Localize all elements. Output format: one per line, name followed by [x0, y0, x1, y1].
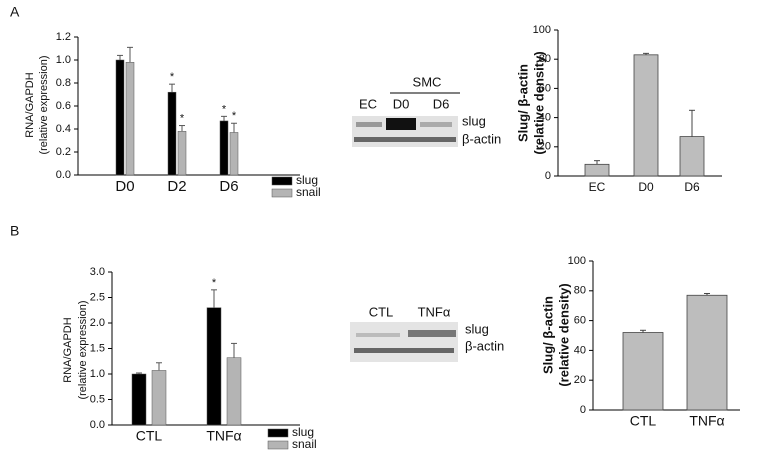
bar — [131, 373, 147, 426]
y-tick-label: 2.5 — [90, 291, 105, 303]
x-tick-label: TNFα — [689, 413, 724, 429]
western-blot — [352, 92, 460, 147]
band-label: slug — [462, 113, 486, 128]
legend-swatch — [271, 176, 293, 186]
panel-label: B — [10, 223, 19, 239]
lane-label: TNFα — [418, 304, 451, 319]
y-tick-label: 0.5 — [90, 393, 105, 405]
bar — [167, 91, 177, 176]
y-tick-label: 1.2 — [56, 31, 71, 43]
lane-label: D6 — [433, 96, 450, 111]
y-axis-label: RNA/GAPDH — [62, 317, 74, 382]
y-axis-label: RNA/GAPDH — [24, 72, 36, 137]
bar — [115, 59, 125, 176]
y-tick-label: 20 — [539, 141, 551, 153]
x-tick-label: D2 — [167, 178, 186, 195]
y-tick-label: 60 — [574, 315, 586, 327]
x-tick-label: TNFα — [206, 428, 241, 444]
y-tick-label: 0 — [580, 404, 586, 416]
y-axis-label: (relative density) — [556, 283, 571, 386]
legend-label: slug — [292, 425, 314, 439]
y-axis-label: (relative density) — [531, 51, 546, 154]
y-tick-label: 80 — [539, 53, 551, 65]
y-tick-label: 40 — [574, 344, 586, 356]
bar — [226, 357, 242, 426]
significance-mark: * — [212, 277, 217, 289]
legend-label: snail — [292, 437, 317, 451]
y-axis-label: (relative expression) — [77, 300, 89, 399]
y-tick-label: 0.6 — [56, 100, 71, 112]
x-tick-label: D6 — [684, 180, 700, 194]
y-tick-label: 1.5 — [90, 342, 105, 354]
legend-label: slug — [296, 173, 318, 187]
y-tick-label: 40 — [539, 112, 551, 124]
y-tick-label: 0.2 — [56, 146, 71, 158]
band-label: β-actin — [462, 131, 501, 146]
y-tick-label: 1.0 — [56, 54, 71, 66]
bar — [177, 131, 187, 176]
y-tick-label: 0.0 — [90, 419, 105, 431]
band-label: β-actin — [465, 338, 504, 353]
x-tick-label: D6 — [219, 178, 238, 195]
x-tick-label: D0 — [638, 180, 654, 194]
panel-label: A — [10, 4, 20, 20]
y-tick-label: 0 — [545, 170, 551, 182]
y-tick-label: 1.0 — [90, 368, 105, 380]
bar — [686, 294, 728, 411]
y-tick-label: 100 — [568, 255, 586, 267]
lane-label: CTL — [369, 304, 394, 319]
y-axis-label: (relative expression) — [38, 55, 50, 154]
significance-mark: * — [180, 112, 185, 124]
y-axis-label: Slug/ β-actin — [540, 296, 555, 374]
x-tick-label: CTL — [136, 428, 163, 444]
y-axis-label: Slug/ β-actin — [515, 64, 530, 142]
bar — [584, 163, 610, 177]
y-tick-label: 100 — [533, 24, 551, 36]
significance-mark: * — [222, 103, 227, 115]
x-tick-label: CTL — [630, 413, 657, 429]
bar — [679, 136, 705, 177]
bar — [206, 307, 222, 426]
bar — [633, 54, 659, 177]
bar — [125, 62, 135, 176]
x-tick-label: D0 — [115, 178, 134, 195]
y-tick-label: 0.8 — [56, 77, 71, 89]
x-tick-label: EC — [589, 180, 606, 194]
y-tick-label: 0.4 — [56, 123, 71, 135]
western-blot — [350, 322, 458, 362]
blot-label: SMC — [413, 74, 442, 89]
y-tick-label: 2.0 — [90, 317, 105, 329]
legend-swatch — [271, 188, 293, 198]
bar — [622, 332, 664, 411]
legend-label: snail — [296, 185, 321, 199]
bar — [219, 120, 229, 176]
legend-swatch — [267, 428, 289, 438]
y-tick-label: 0.0 — [56, 169, 71, 181]
lane-label: EC — [359, 96, 377, 111]
y-tick-label: 60 — [539, 82, 551, 94]
significance-mark: * — [232, 110, 237, 122]
lane-label: D0 — [393, 96, 410, 111]
y-tick-label: 80 — [574, 285, 586, 297]
y-tick-label: 3.0 — [90, 266, 105, 278]
significance-mark: * — [170, 71, 175, 83]
bar — [229, 132, 239, 176]
y-tick-label: 20 — [574, 374, 586, 386]
band-label: slug — [465, 321, 489, 336]
legend-swatch — [267, 440, 289, 450]
bar — [151, 370, 167, 426]
